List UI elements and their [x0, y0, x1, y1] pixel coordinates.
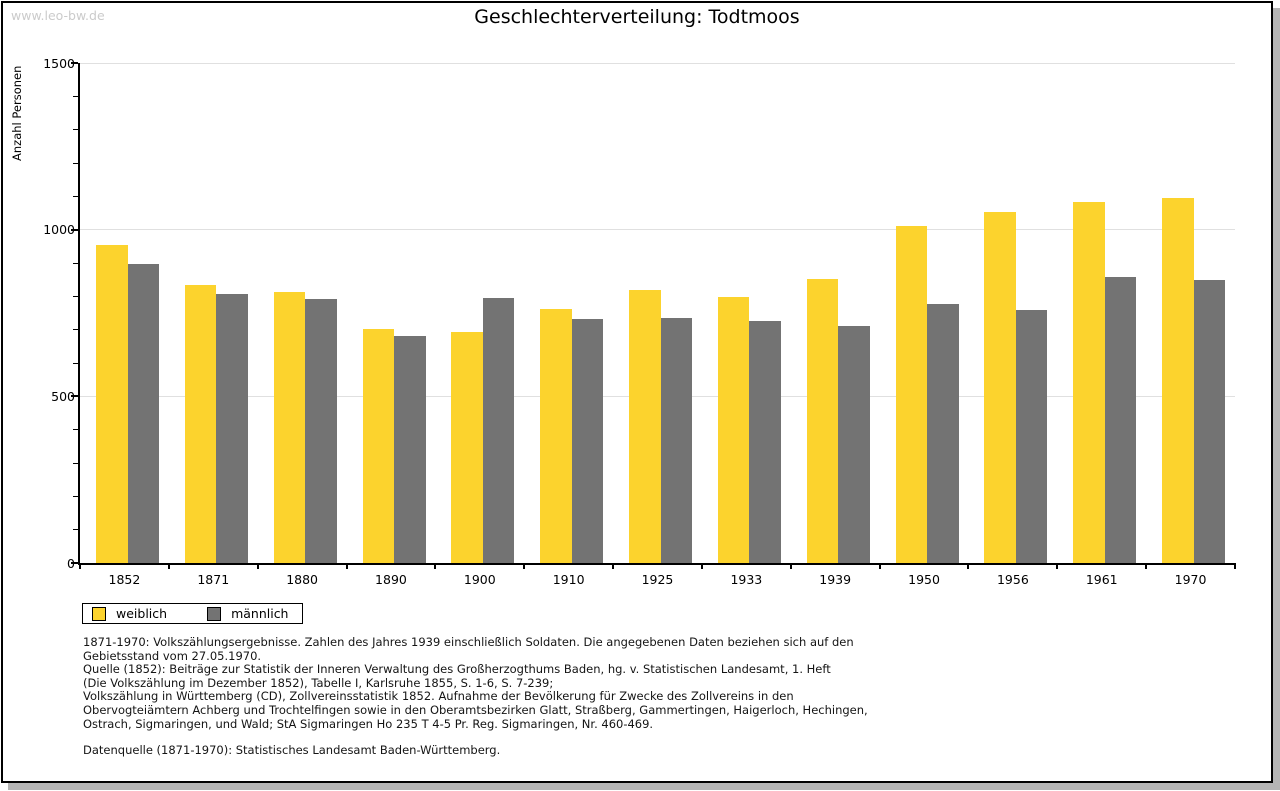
footnote-line-2: Gebietsstand vom 27.05.1970. [83, 648, 262, 663]
x-label-1925: 1925 [641, 572, 674, 587]
x-label-1933: 1933 [730, 572, 763, 587]
bar-maennlich-1950 [927, 303, 959, 563]
y-tick-1500 [71, 62, 78, 64]
y-tick-100 [73, 529, 78, 531]
y-tick-label-1500: 1500 [43, 55, 75, 71]
datenquelle-text: Datenquelle (1871-1970): Statistisches L… [83, 743, 501, 758]
bar-maennlich-1939 [838, 325, 870, 563]
legend-label-maennlich: männlich [231, 606, 289, 621]
x-tick-12 [1145, 563, 1148, 569]
plot-area: 0 500 1000 1500 1852 1871 1880 1890 1900 1910 1925… [43, 56, 1236, 587]
y-tick-label-500: 500 [51, 388, 75, 404]
x-label-1852: 1852 [108, 572, 141, 587]
footnote-line-3: Quelle (1852): Beiträge zur Statistik de… [83, 662, 831, 677]
y-tick-400 [73, 429, 78, 431]
footnote-lines: 1871-1970: Volkszählungsergebnisse. Zahl… [83, 635, 868, 731]
bar-weiblich-1961 [1073, 201, 1105, 563]
bar-weiblich-1950 [895, 225, 928, 563]
x-label-1970: 1970 [1174, 572, 1207, 587]
bar-weiblich-1880 [273, 291, 306, 563]
x-tick-0 [79, 563, 81, 569]
bar-maennlich-1925 [660, 317, 693, 563]
bar-maennlich-1970 [1193, 279, 1226, 563]
bar-weiblich-1871 [184, 285, 217, 563]
bar-weiblich-1852 [96, 245, 128, 563]
bar-weiblich-1890 [362, 329, 395, 563]
x-tick-9 [878, 563, 881, 569]
x-label-1939: 1939 [819, 572, 852, 587]
footnote-line-7: Ostrach, Sigmaringen, und Wald; StA Sigm… [83, 716, 654, 731]
y-tick-500 [71, 395, 78, 398]
bar-weiblich-1900 [451, 332, 483, 563]
bar-maennlich-1910 [571, 319, 604, 563]
legend-swatch-maennlich [207, 606, 222, 621]
footnote-line-6: Obervogteiämtern Achberg und Trochtelfin… [83, 702, 868, 717]
legend-label-weiblich: weiblich [116, 606, 168, 621]
x-label-1871: 1871 [197, 572, 230, 587]
bar-maennlich-1871 [216, 293, 248, 563]
page-title: Geschlechterverteilung: Todtmoos [474, 6, 800, 28]
footnote-line-4: (Die Volkszählung im Dezember 1852), Tab… [83, 675, 554, 690]
x-label-1910: 1910 [552, 572, 585, 587]
y-tick-300 [73, 462, 78, 464]
x-label-1880: 1880 [286, 572, 319, 587]
y-tick-1200 [73, 162, 78, 164]
x-tick-11 [1056, 563, 1059, 569]
y-tick-label-0: 0 [67, 555, 75, 571]
x-tick-10 [967, 563, 970, 569]
y-tick-1100 [73, 195, 78, 197]
y-tick-1300 [73, 129, 78, 131]
bar-maennlich-1956 [1015, 310, 1048, 563]
x-tick-1 [167, 563, 170, 569]
bar-maennlich-1961 [1104, 277, 1137, 563]
bar-maennlich-1880 [305, 299, 337, 563]
x-label-1890: 1890 [375, 572, 407, 587]
x-tick-4 [434, 563, 437, 569]
bar-weiblich-1925 [629, 289, 661, 563]
gridline-1000 [80, 229, 1235, 231]
x-tick-13 [1234, 563, 1236, 569]
x-label-1900: 1900 [463, 572, 496, 587]
y-tick-800 [73, 295, 78, 297]
bar-weiblich-1956 [984, 212, 1016, 563]
bar-maennlich-1852 [127, 264, 159, 563]
gridline-1500 [80, 62, 1235, 64]
y-tick-700 [73, 329, 78, 331]
y-tick-1000 [71, 228, 78, 231]
x-tick-3 [345, 563, 348, 569]
bar-weiblich-1910 [540, 308, 572, 563]
bar-maennlich-1890 [394, 335, 426, 563]
y-tick-900 [73, 262, 78, 264]
x-tick-2 [256, 563, 259, 569]
bar-weiblich-1933 [717, 296, 750, 563]
watermark: www.leo-bw.de [11, 8, 105, 23]
footnote-block: 1871-1970: Volkszählungsergebnisse. Zahl… [83, 635, 868, 758]
footnote-line-5: Volkszählung in Württemberg (CD), Zollve… [83, 689, 794, 704]
y-axis-title: Anzahl Personen [10, 65, 24, 161]
y-tick-0 [71, 562, 78, 564]
y-tick-label-1000: 1000 [43, 222, 75, 238]
x-label-1961: 1961 [1085, 572, 1118, 587]
legend: weiblich männlich [82, 603, 304, 624]
footnote-line-1: 1871-1970: Volkszählungsergebnisse. Zahl… [83, 635, 854, 649]
x-label-1950: 1950 [908, 572, 940, 587]
bar-maennlich-1900 [482, 298, 515, 563]
bar-weiblich-1939 [806, 279, 839, 563]
x-tick-5 [523, 563, 526, 569]
y-tick-200 [73, 495, 78, 497]
x-tick-7 [700, 563, 703, 569]
legend-item-weiblich: weiblich [92, 606, 167, 621]
x-label-1956: 1956 [996, 572, 1029, 587]
x-tick-8 [789, 563, 792, 569]
legend-item-maennlich: männlich [207, 606, 288, 621]
x-tick-6 [612, 563, 615, 569]
legend-swatch-weiblich [92, 606, 106, 621]
bar-weiblich-1970 [1162, 197, 1194, 563]
y-tick-600 [73, 362, 78, 364]
bar-maennlich-1933 [749, 320, 781, 563]
y-tick-1400 [73, 95, 78, 97]
